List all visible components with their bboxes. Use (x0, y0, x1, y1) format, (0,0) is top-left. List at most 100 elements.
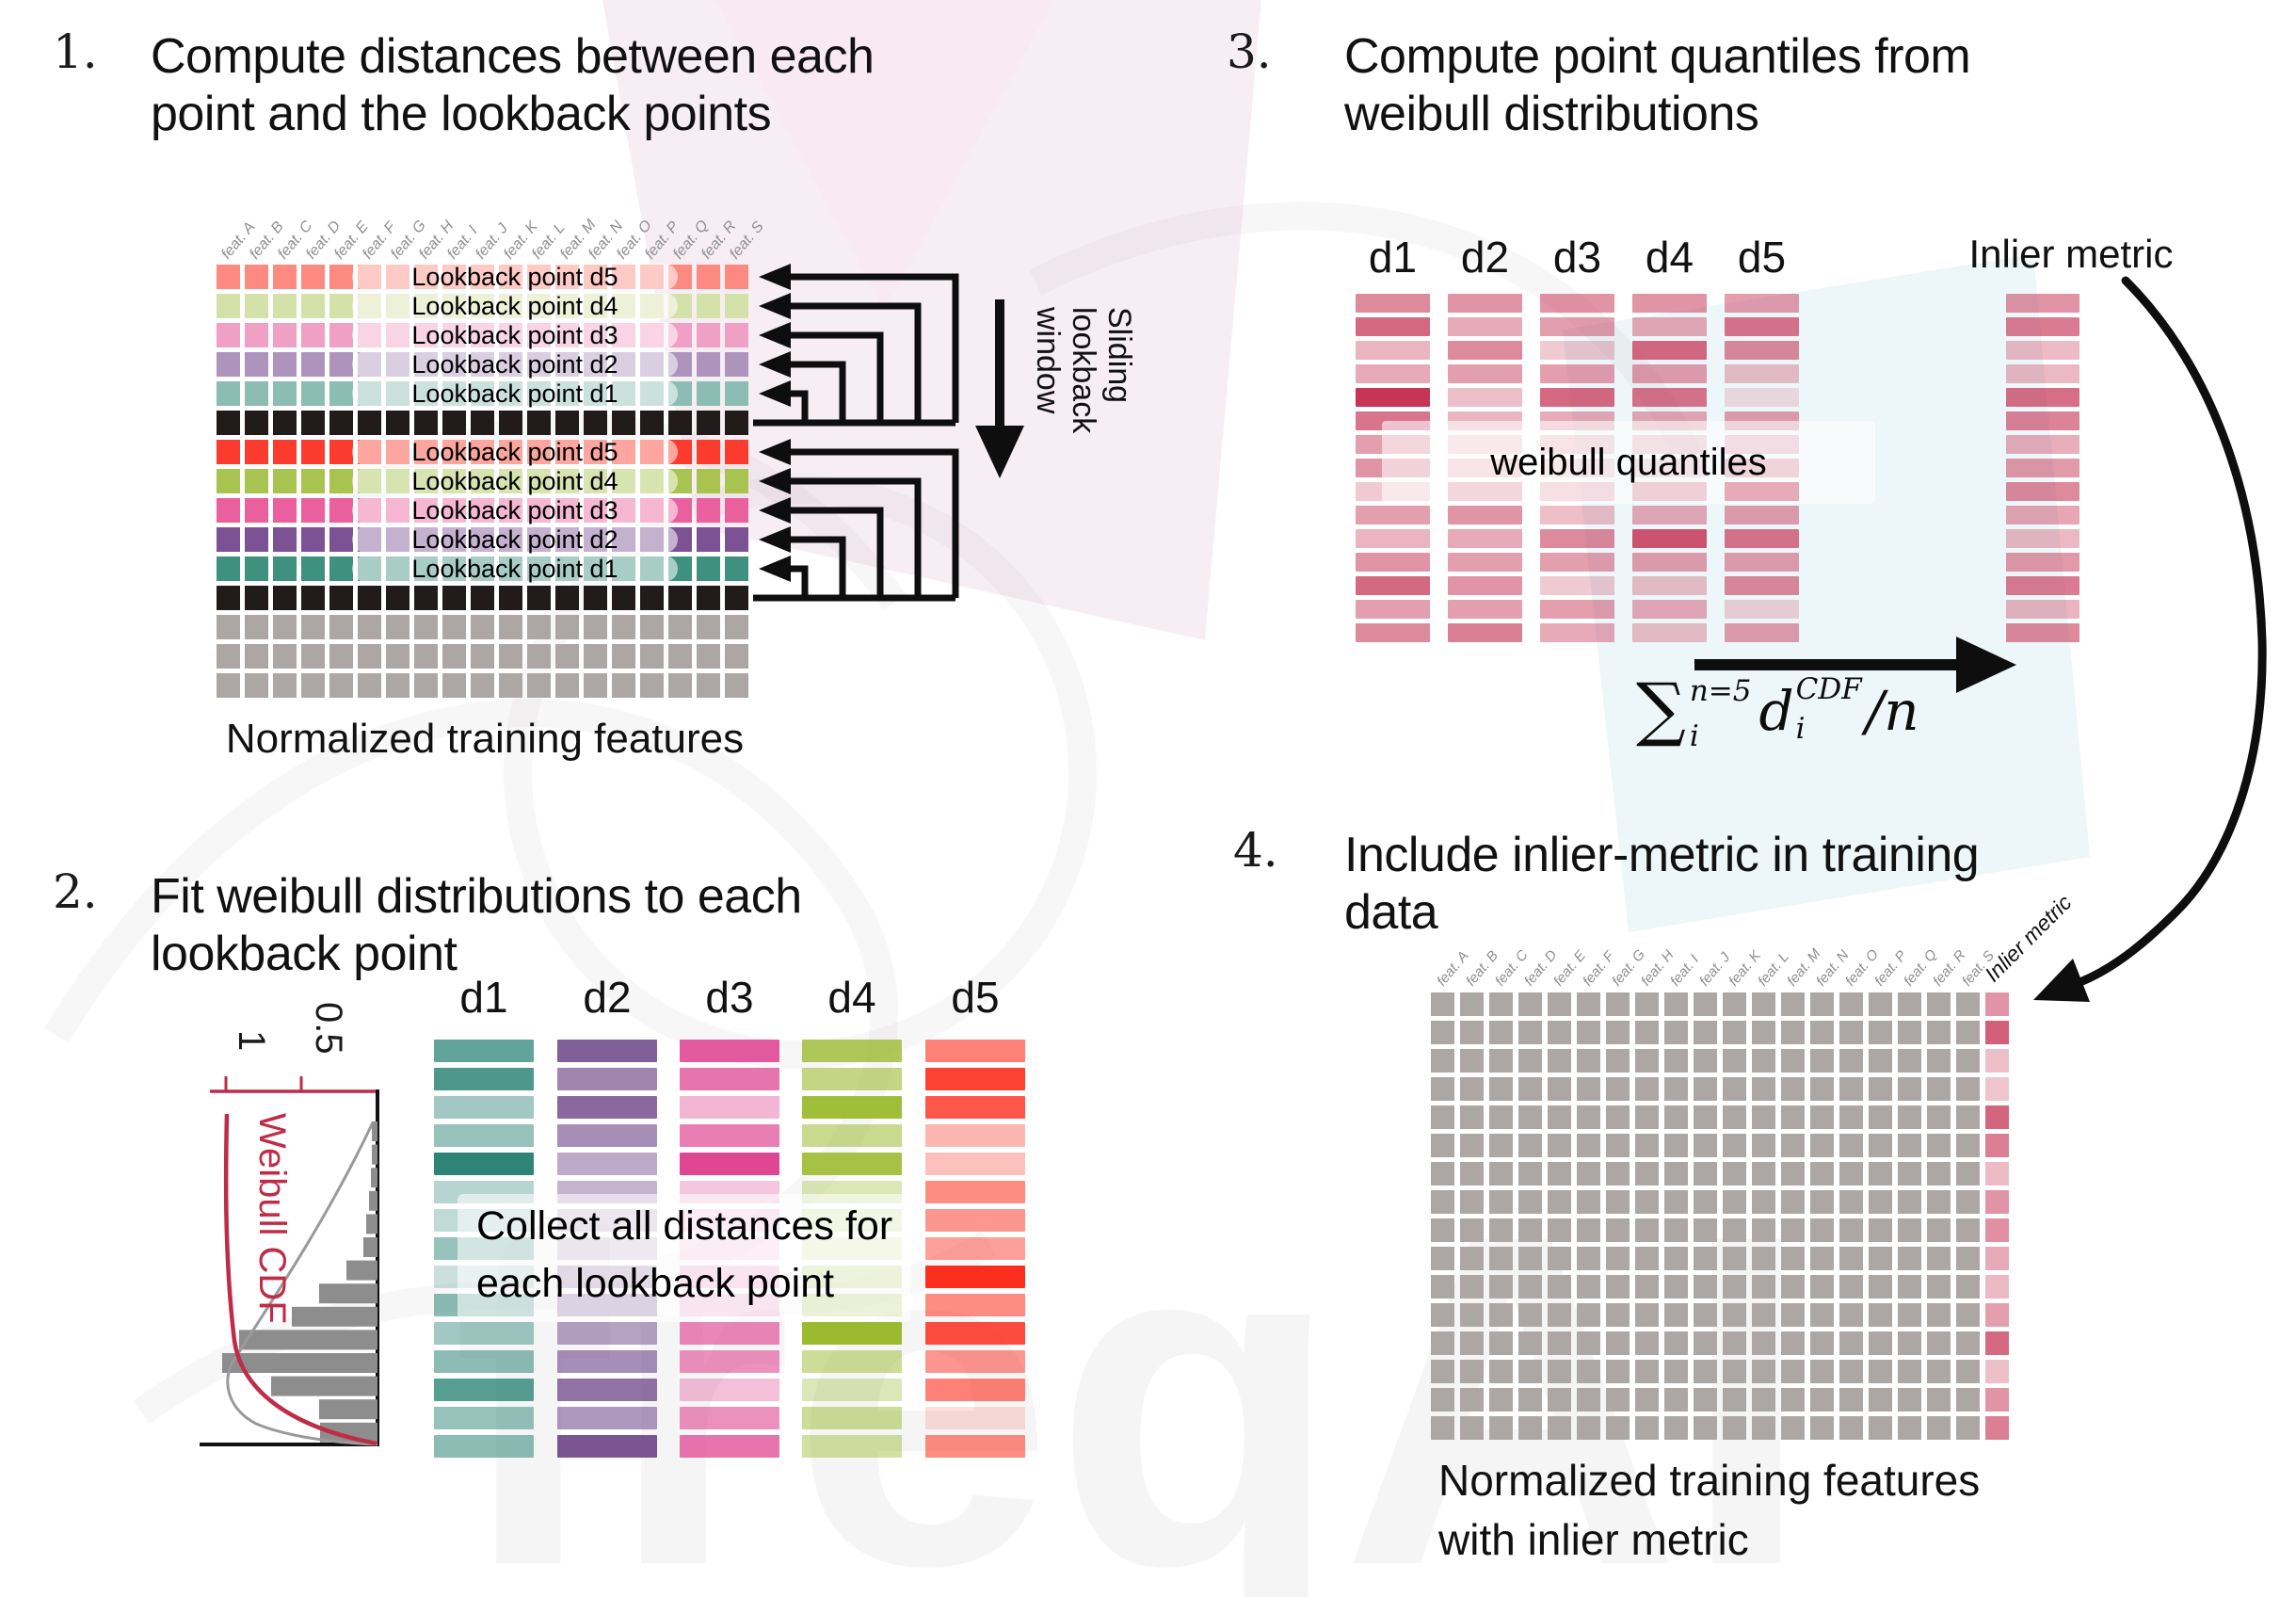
lookback-label-pill: Lookback point d1 (352, 555, 678, 583)
feature-cell (1869, 1162, 1892, 1186)
feature-cell (1810, 1190, 1834, 1214)
tick-label-1: 1 (231, 1030, 272, 1051)
quantile-bar (1356, 341, 1430, 360)
feature-cell (725, 644, 748, 669)
feature-cell (329, 352, 353, 377)
feature-cell (527, 644, 551, 669)
feature-cell (1956, 1134, 1980, 1157)
feature-cell (329, 265, 353, 289)
feature-cell (640, 586, 664, 610)
feature-cell (1460, 1190, 1484, 1214)
feature-cell (1664, 1134, 1688, 1157)
feature-cell (1869, 1134, 1892, 1157)
feature-cell (1898, 1077, 1921, 1101)
distance-bar (802, 1040, 902, 1062)
feature-cell (245, 265, 268, 289)
distance-bar (925, 1266, 1025, 1288)
inlier-metric-cell (1985, 1077, 2009, 1101)
quantile-bar (1725, 317, 1799, 336)
feature-cell (1518, 1275, 1542, 1299)
var-subscript: i (1795, 712, 1806, 746)
distance-bar (802, 1096, 902, 1119)
feature-cell (1460, 1049, 1484, 1073)
feature-cell (1927, 1416, 1951, 1440)
feature-cell (1752, 1416, 1775, 1440)
feature-cell (499, 644, 522, 669)
distance-bar (802, 1407, 902, 1429)
feature-cell (217, 440, 240, 464)
feature-column-label: feat. M (1784, 945, 1824, 989)
feature-cell (1839, 1388, 1863, 1411)
lookback-label: Lookback point d3 (411, 320, 618, 349)
feature-cell (301, 352, 325, 377)
inlier-metric-bar (2006, 364, 2079, 383)
feature-cell (1956, 1303, 1980, 1327)
feature-cell (697, 323, 720, 347)
feature-cell (1839, 1218, 1863, 1242)
feature-cell (1839, 1077, 1863, 1101)
inlier-metric-cell (1985, 1275, 2009, 1299)
feature-column-label: feat. A (218, 219, 258, 263)
feature-cell (1694, 1021, 1717, 1044)
distance-bar (557, 1040, 657, 1062)
sliding-window-label-line: Sliding (1101, 307, 1137, 403)
feature-cell (1752, 1303, 1775, 1327)
feature-cell (471, 586, 494, 610)
feature-cell (1460, 992, 1484, 1016)
column-header: d5 (1737, 233, 1787, 282)
feature-cell (1752, 1077, 1775, 1101)
feature-cell (1431, 1218, 1454, 1242)
feature-column-label: feat. B (247, 218, 287, 263)
quantile-bar (1725, 388, 1799, 407)
feature-cell (499, 673, 522, 698)
histogram-bar (271, 1376, 377, 1396)
feature-cell (1869, 1049, 1892, 1073)
feature-cell (697, 440, 720, 464)
quantile-bar (1725, 529, 1799, 548)
feature-cell (1898, 1247, 1921, 1270)
feature-cell (1518, 1190, 1542, 1214)
histogram-bars (222, 1121, 377, 1443)
feature-cell (358, 615, 381, 639)
feature-cell (1927, 1134, 1951, 1157)
feature-cell (217, 381, 240, 406)
feature-cell (217, 498, 240, 523)
feature-cell (273, 381, 297, 406)
feature-cell (1781, 1049, 1805, 1073)
feature-cell (1664, 1049, 1688, 1073)
feature-cell (1489, 1416, 1513, 1440)
formula-divisor: /n (1865, 679, 1919, 743)
feature-cell (1577, 1190, 1600, 1214)
feature-cell (1518, 992, 1542, 1016)
feature-column-label: feat. P (1871, 947, 1910, 989)
feature-cell (1723, 1416, 1746, 1440)
feature-cell (1489, 1021, 1513, 1044)
feature-cell (1810, 1303, 1834, 1327)
feature-cell (1869, 1360, 1892, 1383)
feature-cell (1577, 1388, 1600, 1411)
feature-cell (1839, 1247, 1863, 1270)
feature-cell (612, 411, 635, 435)
feature-cell (584, 411, 607, 435)
feature-column-label: feat. K (501, 218, 542, 262)
feature-cell (1635, 1105, 1659, 1129)
feature-cell (273, 557, 297, 581)
feature-cell (301, 381, 325, 406)
feature-cell (1927, 1247, 1951, 1270)
column-header: d1 (1368, 233, 1418, 282)
inlier-metric-bar (2006, 482, 2079, 501)
feature-cell (1869, 1021, 1892, 1044)
inlier-metric-cell (1985, 1021, 2009, 1044)
feature-column-label: feat. G (1609, 946, 1648, 990)
feature-cell (1781, 992, 1805, 1016)
feature-cell (358, 411, 381, 435)
feature-cell (245, 586, 268, 610)
feature-cell (1810, 1331, 1834, 1355)
feature-cell (1752, 1275, 1775, 1299)
feature-cell (301, 586, 325, 610)
distance-bar (557, 1322, 657, 1345)
feature-cell (1694, 1105, 1717, 1129)
feature-cell (414, 673, 438, 698)
feature-cell (1518, 1105, 1542, 1129)
distance-bar (680, 1379, 779, 1401)
